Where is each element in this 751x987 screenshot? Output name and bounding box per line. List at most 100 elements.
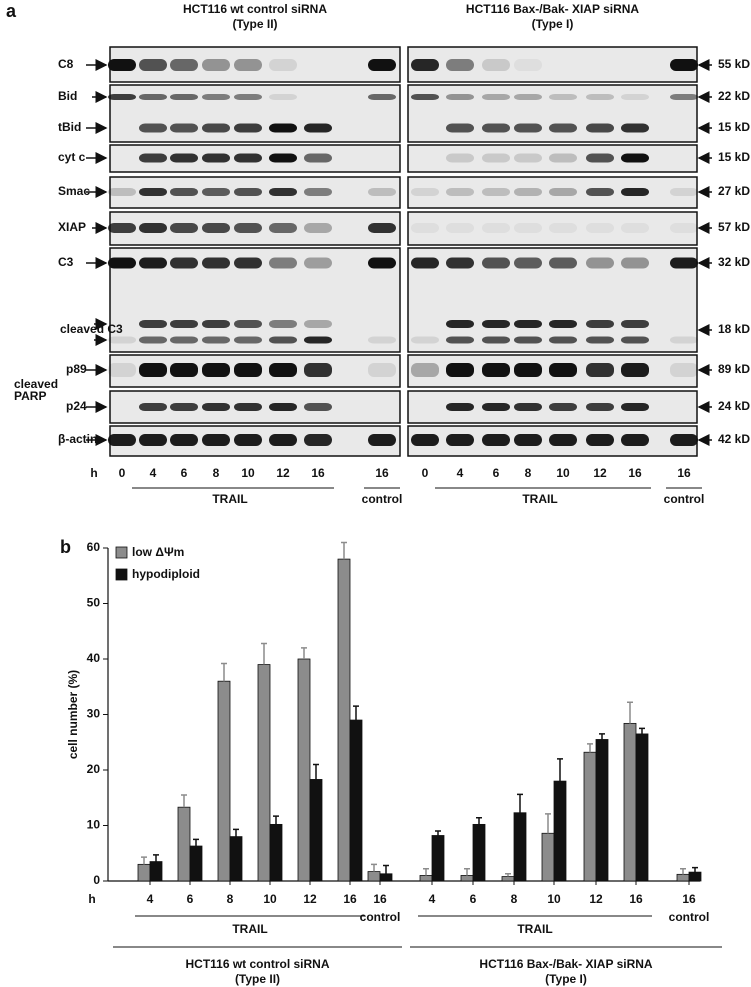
y-tick-label: 10 (87, 818, 101, 832)
lane-label: 10 (241, 466, 255, 480)
row-label: cleaved (14, 377, 58, 391)
x-tick-label: 12 (303, 892, 317, 906)
blot-band (482, 363, 510, 377)
blot-band (549, 188, 577, 196)
size-label: 15 kD (718, 120, 750, 134)
row-label: Bid (58, 89, 77, 103)
blot-band (514, 434, 542, 446)
error-bar (193, 838, 199, 847)
blot-band (446, 363, 474, 377)
blot-band (411, 59, 439, 71)
blot-band (108, 434, 136, 446)
blot-band (304, 153, 332, 163)
blot-band (586, 123, 614, 133)
bar (337, 558, 351, 882)
blot-band (170, 188, 198, 196)
bar (676, 873, 690, 882)
treatment-label: TRAIL (232, 922, 267, 936)
blot-band (670, 223, 698, 233)
blot-band (202, 403, 230, 411)
blot-band (139, 188, 167, 196)
row-label: cyt c (58, 150, 86, 164)
lane-label: 4 (457, 466, 464, 480)
blot-band (234, 59, 262, 71)
blot-band (586, 153, 614, 163)
blot-band (202, 320, 230, 328)
error-bar (423, 868, 429, 876)
blot-band (269, 123, 297, 133)
blot-band (514, 94, 542, 100)
row-label: p24 (66, 399, 87, 413)
blot-band (234, 336, 262, 344)
blot-band (139, 257, 167, 269)
blot-band (621, 336, 649, 344)
blot-band (269, 188, 297, 196)
x-tick-label: 8 (511, 892, 518, 906)
blot-band (482, 188, 510, 196)
blot-band (549, 223, 577, 233)
error-bar (692, 866, 698, 873)
blot-band (446, 403, 474, 411)
blot-frame (109, 84, 401, 143)
x-tick-label: 6 (187, 892, 194, 906)
blot-band (446, 94, 474, 100)
blot-band (304, 336, 332, 344)
bar (269, 823, 283, 882)
blot-band (482, 403, 510, 411)
lane-label: 4 (150, 466, 157, 480)
blot-band (202, 59, 230, 71)
blot-band (514, 188, 542, 196)
size-label: 32 kD (718, 255, 750, 269)
y-tick-label: 50 (87, 596, 101, 610)
blot-band (139, 363, 167, 377)
blot-band (269, 59, 297, 71)
lane-label: 6 (493, 466, 500, 480)
blot-band (514, 257, 542, 269)
x-tick-label: 4 (429, 892, 436, 906)
x-tick-label: 8 (227, 892, 234, 906)
row-label: Smac (58, 184, 90, 198)
error-bar (383, 864, 389, 874)
treatment-label: TRAIL (522, 492, 557, 506)
blot-band (139, 94, 167, 100)
blot-band (108, 188, 136, 196)
blot-band (304, 257, 332, 269)
blot-band (514, 153, 542, 163)
blot-band (586, 223, 614, 233)
bar (513, 812, 527, 882)
lane-label: 16 (311, 466, 325, 480)
bar (688, 871, 702, 882)
blot-band (514, 320, 542, 328)
blot-band (670, 363, 698, 377)
error-bar (639, 727, 645, 734)
blot-band (269, 403, 297, 411)
bar (623, 722, 637, 882)
blot-band (411, 94, 439, 100)
blot-band (368, 434, 396, 446)
blot-band (108, 257, 136, 269)
lane-label: 12 (276, 466, 290, 480)
blot-band (202, 363, 230, 377)
blot-band (482, 320, 510, 328)
blot-band (234, 153, 262, 163)
bar (553, 780, 567, 882)
blot-band (202, 94, 230, 100)
blot-band (621, 257, 649, 269)
control-label: control (360, 910, 401, 924)
group-title: HCT116 wt control siRNA (185, 957, 329, 971)
blot-band (202, 123, 230, 133)
blot-band (304, 223, 332, 233)
blot-band (269, 257, 297, 269)
blot-band (234, 257, 262, 269)
group-title: (Type I) (532, 17, 574, 31)
lane-label: 0 (119, 466, 126, 480)
y-tick-label: 40 (87, 651, 101, 665)
blot-band (586, 363, 614, 377)
blot-band (549, 403, 577, 411)
blot-band (139, 320, 167, 328)
blot-band (368, 223, 396, 233)
lane-label: 8 (213, 466, 220, 480)
blot-frame (407, 211, 698, 246)
blot-band (446, 123, 474, 133)
blot-band (368, 59, 396, 71)
